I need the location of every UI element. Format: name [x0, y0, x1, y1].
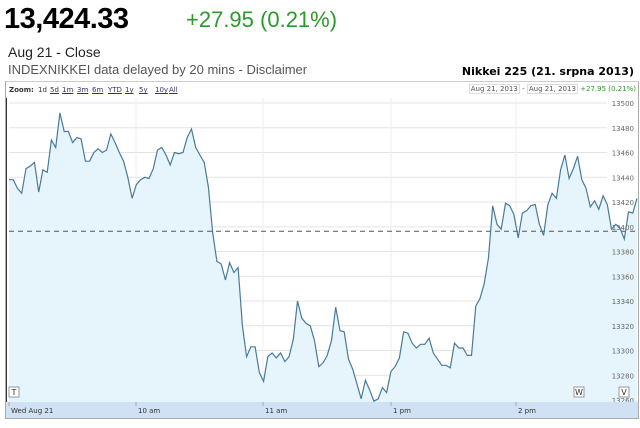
chart-plot: 13260 13280 13300 13320 13340 13360 13380 13400… [6, 98, 638, 418]
y-tick-label: 13400 [612, 224, 634, 232]
y-tick-label: 13420 [612, 199, 634, 207]
zoom-option-1d[interactable]: 1d [38, 86, 47, 94]
news-marker-t[interactable] [8, 386, 20, 398]
zoom-toolbar: Zoom: 1d 5d 1m 3m 6m YTD 1y 5y 10y All Aug 21, 20… [6, 82, 638, 97]
news-marker-label: V [621, 388, 627, 397]
zoom-option-1y[interactable]: 1y [125, 86, 134, 94]
delay-disclaimer[interactable]: INDEXNIKKEI data delayed by 20 mins - Di… [8, 62, 308, 77]
x-tick-label: Wed Aug 21 [11, 407, 53, 415]
x-axis-band [6, 402, 638, 418]
zoom-option-5y[interactable]: 5y [139, 86, 148, 94]
y-tick-label: 13260 [612, 397, 634, 405]
y-tick-label: 13280 [612, 372, 634, 380]
zoom-option-5d[interactable]: 5d [50, 86, 59, 94]
y-tick-label: 13320 [612, 323, 634, 331]
x-tick-label: 2 pm [518, 407, 536, 415]
zoom-option-3m[interactable]: 3m [77, 86, 89, 94]
price-change: +27.95 (0.21%) [186, 7, 338, 32]
range-change: +27.95 (0.21%) [580, 85, 636, 93]
zoom-option-6m[interactable]: 6m [92, 86, 104, 94]
news-marker-label: T [11, 388, 17, 397]
news-marker-label: W [575, 388, 583, 397]
y-tick-label: 13300 [612, 348, 634, 356]
close-label: Aug 21 - Close [8, 44, 101, 60]
price-line [9, 112, 638, 403]
date-range: Aug 21, 2013 - Aug 21, 2013 +27.95 (0.21… [468, 84, 636, 94]
area-fill [9, 112, 637, 403]
range-to[interactable]: Aug 21, 2013 [526, 84, 578, 94]
y-tick-label: 13340 [612, 298, 634, 306]
news-marker-v[interactable] [618, 386, 630, 398]
y-tick-label: 13500 [612, 100, 634, 108]
last-price: 13,424.33 [4, 3, 129, 35]
zoom-label: Zoom: [9, 86, 34, 94]
range-separator: - [522, 85, 525, 93]
range-from[interactable]: Aug 21, 2013 [468, 84, 520, 94]
y-tick-label: 13460 [612, 150, 634, 158]
chart-title: Nikkei 225 (21. srpna 2013) [461, 65, 634, 78]
x-tick-label: 1 pm [393, 407, 411, 415]
y-tick-label: 13480 [612, 125, 634, 133]
zoom-option-all[interactable]: All [169, 86, 178, 94]
news-marker-w[interactable] [573, 386, 585, 398]
x-tick-label: 11 am [265, 407, 287, 415]
price-chart[interactable]: 13260 13280 13300 13320 13340 13360 13380 13400… [5, 81, 639, 419]
y-tick-label: 13440 [612, 174, 634, 182]
y-tick-label: 13380 [612, 249, 634, 257]
y-tick-label: 13360 [612, 273, 634, 281]
x-tick-label: 10 am [138, 407, 160, 415]
zoom-option-1m[interactable]: 1m [62, 86, 74, 94]
zoom-option-10y[interactable]: 10y [155, 86, 169, 94]
zoom-option-ytd[interactable]: YTD [108, 86, 122, 94]
